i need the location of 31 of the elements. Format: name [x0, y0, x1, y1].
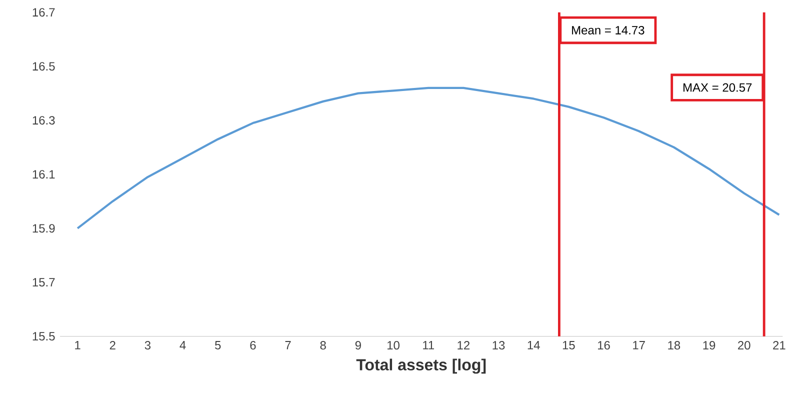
x-tick-label: 7 — [285, 341, 291, 350]
x-axis-title: Total assets [log] — [356, 358, 486, 374]
y-tick-label: 16.7 — [32, 8, 55, 17]
y-tick-label: 16.3 — [32, 116, 55, 125]
x-tick-label: 5 — [215, 341, 221, 350]
x-tick-label: 12 — [458, 341, 470, 350]
x-tick-label: 2 — [110, 341, 116, 350]
x-tick-label: 21 — [773, 341, 786, 350]
x-tick-label: 13 — [492, 341, 505, 350]
y-tick-label: 16.1 — [32, 170, 55, 179]
x-tick-label: 16 — [598, 341, 610, 350]
x-tick-label: 8 — [320, 341, 326, 350]
y-tick-label: 15.9 — [32, 224, 55, 233]
x-tick-label: 9 — [355, 341, 361, 350]
x-tick-label: 19 — [703, 341, 716, 350]
x-tick-label: 17 — [633, 341, 645, 350]
ref-line-label: Mean = 14.73 — [572, 26, 644, 34]
x-tick-label: 6 — [250, 341, 256, 350]
x-tick-label: 15 — [562, 341, 575, 350]
x-tick-label: 3 — [144, 341, 151, 350]
x-tick-label: 1 — [75, 341, 80, 350]
x-tick-label: 20 — [738, 341, 750, 350]
x-tick-label: 11 — [423, 341, 434, 350]
x-tick-label: 10 — [388, 341, 400, 350]
y-tick-label: 16.5 — [32, 62, 55, 71]
x-tick-label: 18 — [668, 341, 680, 350]
y-tick-label: 15.7 — [32, 278, 55, 287]
y-tick-label: 15.5 — [32, 332, 55, 341]
ref-line-label: MAX = 20.57 — [683, 83, 752, 92]
x-tick-label: 4 — [180, 341, 186, 350]
x-tick-label: 14 — [528, 341, 540, 350]
